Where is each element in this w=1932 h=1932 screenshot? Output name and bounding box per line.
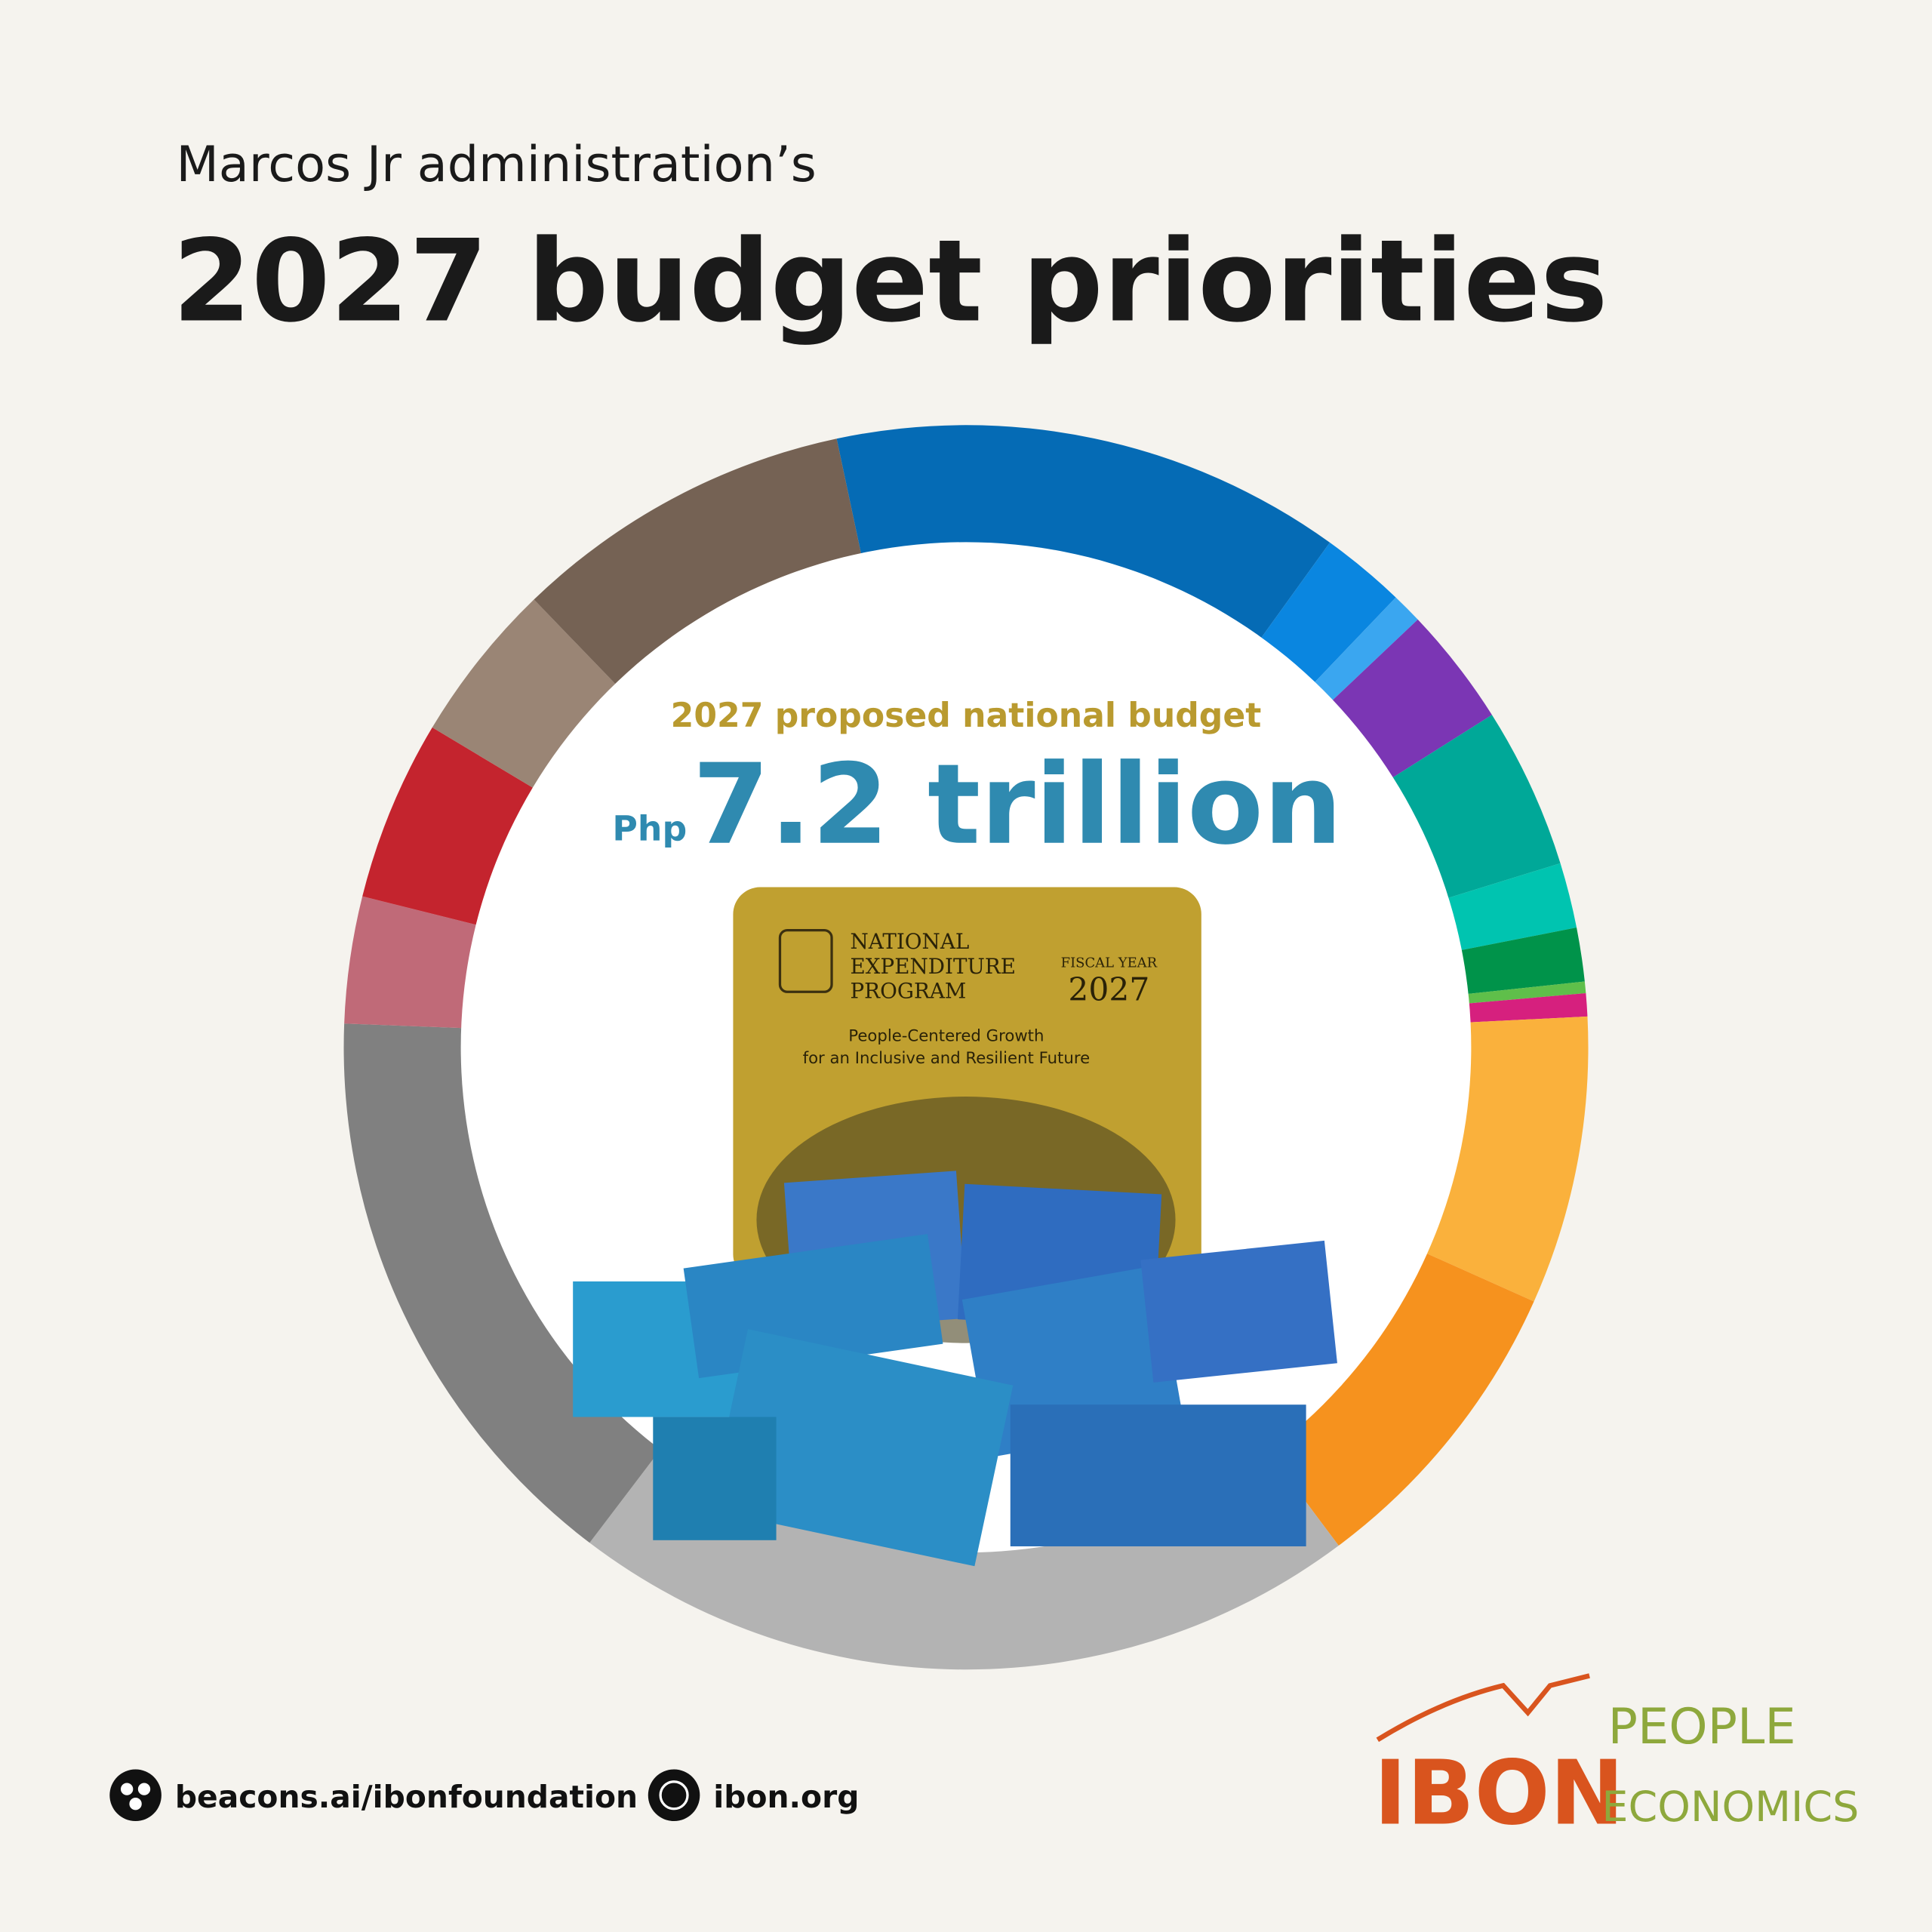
money	[1140, 1240, 1337, 1383]
footer-link: ibon.org	[713, 1779, 859, 1815]
icon-dot	[137, 1783, 151, 1795]
donut-segment	[344, 896, 488, 1029]
donut-segment	[1457, 992, 1588, 1023]
cover-line: NATIONAL	[851, 929, 970, 954]
globe-line	[659, 1780, 689, 1810]
money	[709, 1329, 1014, 1567]
seal	[778, 929, 833, 993]
donut-segment	[1261, 1248, 1534, 1546]
donut-segment	[1449, 927, 1585, 995]
logo2: PEOPLE	[1608, 1698, 1796, 1755]
donut-segment	[1306, 597, 1418, 709]
chart-title: 2027 budget priorities	[173, 216, 1608, 347]
money	[1010, 1404, 1306, 1546]
footer-link: beacons.ai/ibonfoundation	[175, 1779, 638, 1815]
logo-arc	[1376, 1673, 1590, 1743]
fiscal-year: 2027	[1068, 972, 1149, 1009]
icon-dot	[129, 1798, 142, 1810]
center-value: 7.2 trillion	[693, 740, 1343, 869]
cover-tagline: People-Centered Growth	[848, 1027, 1044, 1046]
logo: IBON	[1374, 1741, 1624, 1844]
donut-segment	[534, 438, 864, 693]
center-prefix: Php	[612, 808, 687, 848]
link-icon	[109, 1769, 162, 1822]
logo2: ECONOMICS	[1601, 1783, 1859, 1832]
money-stacks	[573, 1171, 1337, 1567]
subtitle: Marcos Jr administration’s	[176, 136, 816, 193]
money	[653, 1417, 777, 1540]
donut-segment	[1254, 542, 1396, 691]
cover-line: EXPENDITURE	[851, 954, 1016, 979]
cover-line: PROGRAM	[851, 978, 967, 1003]
globe-icon	[648, 1769, 700, 1822]
footer: beacons.ai/ibonfoundation ibon.org IBON …	[109, 1673, 1859, 1844]
center-caption: 2027 proposed national budget	[671, 697, 1262, 735]
donut-segment	[836, 425, 1331, 648]
donut-segment	[1436, 863, 1577, 953]
fiscal-label: FISCAL YEAR	[1061, 955, 1158, 971]
donut-segment	[1456, 981, 1586, 1004]
cover-tagline: for an Inclusive and Resilient Future	[803, 1049, 1091, 1068]
icon-dot	[121, 1783, 134, 1795]
